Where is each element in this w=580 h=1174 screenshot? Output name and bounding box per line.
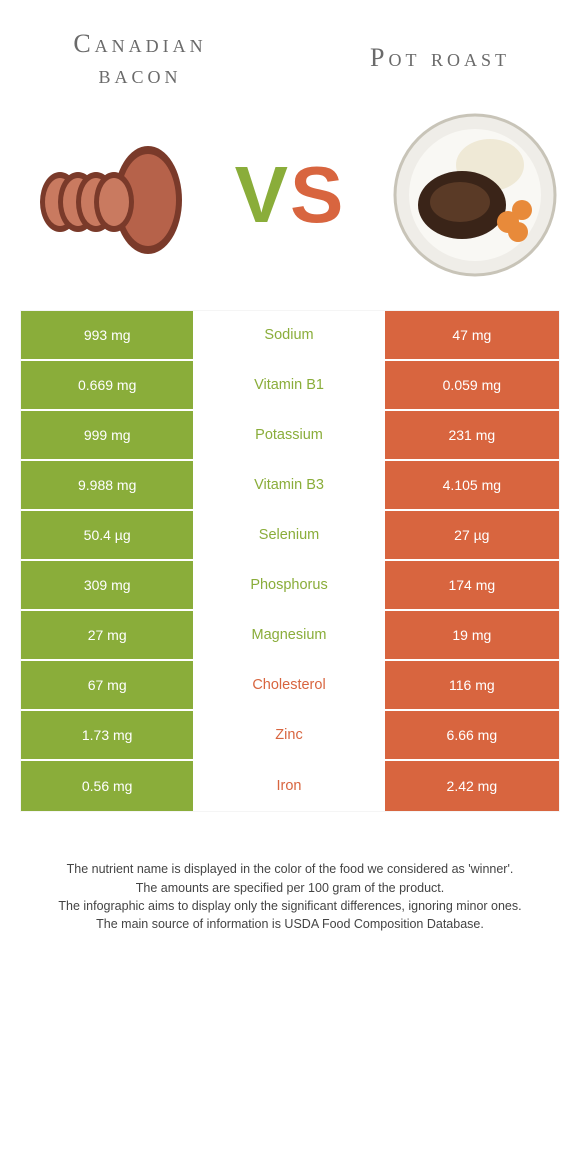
table-row: 50.4 µgSelenium27 µg <box>21 511 559 561</box>
nutrient-label: Selenium <box>195 511 384 559</box>
table-row: 1.73 mgZinc6.66 mg <box>21 711 559 761</box>
header: Canadian bacon Pot roast <box>0 0 580 100</box>
table-row: 0.669 mgVitamin B10.059 mg <box>21 361 559 411</box>
table-row: 309 mgPhosphorus174 mg <box>21 561 559 611</box>
left-food-title: Canadian bacon <box>40 28 240 90</box>
right-food-image <box>390 110 560 280</box>
table-row: 9.988 mgVitamin B34.105 mg <box>21 461 559 511</box>
right-value: 4.105 mg <box>385 461 559 509</box>
vs-s: S <box>290 149 345 241</box>
table-row: 27 mgMagnesium19 mg <box>21 611 559 661</box>
footnote-line: The amounts are specified per 100 gram o… <box>40 879 540 897</box>
footnote-line: The nutrient name is displayed in the co… <box>40 860 540 878</box>
right-value: 2.42 mg <box>385 761 559 811</box>
left-value: 309 mg <box>21 561 195 609</box>
left-value: 0.56 mg <box>21 761 195 811</box>
nutrient-label: Phosphorus <box>195 561 384 609</box>
table-row: 999 mgPotassium231 mg <box>21 411 559 461</box>
title-text: Pot roast <box>370 43 510 72</box>
table-row: 67 mgCholesterol116 mg <box>21 661 559 711</box>
right-value: 0.059 mg <box>385 361 559 409</box>
nutrient-label: Cholesterol <box>195 661 384 709</box>
left-value: 999 mg <box>21 411 195 459</box>
left-value: 27 mg <box>21 611 195 659</box>
right-value: 174 mg <box>385 561 559 609</box>
right-food-title: Pot roast <box>340 42 540 73</box>
right-value: 47 mg <box>385 311 559 359</box>
footnote-line: The main source of information is USDA F… <box>40 915 540 933</box>
left-value: 0.669 mg <box>21 361 195 409</box>
left-food-image <box>20 110 190 280</box>
table-row: 0.56 mgIron2.42 mg <box>21 761 559 811</box>
left-value: 50.4 µg <box>21 511 195 559</box>
right-value: 27 µg <box>385 511 559 559</box>
hero-row: VS <box>0 100 580 310</box>
nutrient-label: Potassium <box>195 411 384 459</box>
right-value: 19 mg <box>385 611 559 659</box>
left-value: 993 mg <box>21 311 195 359</box>
nutrient-label: Vitamin B3 <box>195 461 384 509</box>
nutrient-label: Iron <box>195 761 384 811</box>
footnotes: The nutrient name is displayed in the co… <box>0 812 580 933</box>
right-value: 6.66 mg <box>385 711 559 759</box>
right-value: 231 mg <box>385 411 559 459</box>
nutrient-label: Vitamin B1 <box>195 361 384 409</box>
left-value: 1.73 mg <box>21 711 195 759</box>
nutrient-table: 993 mgSodium47 mg0.669 mgVitamin B10.059… <box>20 310 560 812</box>
nutrient-label: Zinc <box>195 711 384 759</box>
vs-v: V <box>235 149 290 241</box>
vs-label: VS <box>235 149 346 241</box>
left-value: 67 mg <box>21 661 195 709</box>
right-value: 116 mg <box>385 661 559 709</box>
nutrient-label: Sodium <box>195 311 384 359</box>
title-text: bacon <box>98 60 181 89</box>
nutrient-label: Magnesium <box>195 611 384 659</box>
footnote-line: The infographic aims to display only the… <box>40 897 540 915</box>
left-value: 9.988 mg <box>21 461 195 509</box>
title-text: Canadian <box>73 29 206 58</box>
table-row: 993 mgSodium47 mg <box>21 311 559 361</box>
